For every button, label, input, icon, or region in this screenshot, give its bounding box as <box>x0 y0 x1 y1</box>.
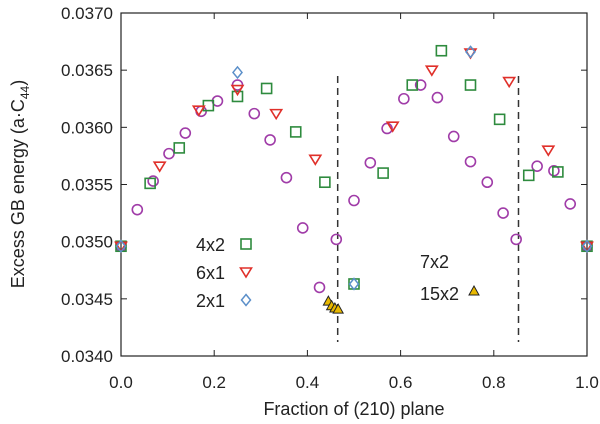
series-15x2 <box>322 295 345 314</box>
y-axis-title: Excess GB energy (a·C44) <box>8 80 32 288</box>
y-tick-label: 0.0350 <box>61 233 113 252</box>
series <box>114 44 594 314</box>
x-tick-label: 0.6 <box>389 373 413 392</box>
data-point-4x2 <box>493 113 506 126</box>
data-point-circles <box>248 107 261 120</box>
y-tick-labels: 0.0340 0.0345 0.0350 0.0355 0.0360 0.0365 0.03… <box>61 4 113 366</box>
x-tick-labels: 0.0 0.2 0.4 0.6 0.8 1.0 <box>109 373 599 392</box>
data-point-circles <box>296 222 309 234</box>
y-tick-label: 0.0345 <box>61 290 113 309</box>
data-point-4x2 <box>319 176 331 189</box>
legend-label: 6x1 <box>196 263 225 283</box>
data-point-2x1 <box>348 277 360 291</box>
y-axis-title-subscript: 44 <box>18 85 32 99</box>
data-point-circles <box>313 281 326 294</box>
axis-ticks <box>120 12 588 357</box>
legend-marker-15x2 <box>468 284 480 296</box>
x-tick-label: 1.0 <box>575 373 599 392</box>
data-point-6x1 <box>385 121 400 133</box>
x-tick-label: 0.2 <box>202 373 226 392</box>
data-point-circles <box>531 160 543 173</box>
legend-left: 4x2 6x1 2x1 <box>196 235 253 311</box>
legend-label: 15x2 <box>420 284 459 304</box>
legend-marker-6x1 <box>239 267 253 279</box>
data-point-6x1 <box>541 145 556 157</box>
data-point-circles <box>464 155 477 168</box>
series-4x2 <box>115 44 593 290</box>
data-point-2x1 <box>115 239 127 253</box>
data-point-6x1 <box>114 241 128 253</box>
data-point-4x2 <box>144 177 156 190</box>
data-point-4x2 <box>552 166 564 178</box>
data-point-4x2 <box>289 126 302 138</box>
data-point-circles <box>564 198 577 210</box>
x-tick-label: 0.0 <box>109 373 133 392</box>
x-tick-label: 0.4 <box>296 373 320 392</box>
data-point-4x2 <box>435 44 448 57</box>
y-tick-label: 0.0370 <box>61 4 113 23</box>
y-tick-label: 0.0355 <box>61 176 113 195</box>
data-point-circles <box>364 156 377 169</box>
y-axis-title-main: Excess GB energy (a·C <box>8 99 28 288</box>
data-point-4x2 <box>406 79 419 91</box>
data-point-circles <box>280 171 293 184</box>
series-circles <box>115 79 593 294</box>
data-point-6x1 <box>424 65 439 77</box>
legend-right: 7x2 15x2 <box>420 252 480 304</box>
data-point-circles <box>548 164 560 177</box>
data-point-6x1 <box>191 105 206 117</box>
data-point-4x2 <box>464 79 477 91</box>
data-point-circles <box>510 233 522 246</box>
data-point-circles <box>264 134 276 146</box>
data-point-4x2 <box>348 278 360 290</box>
data-point-circles <box>497 207 509 219</box>
legend-label: 4x2 <box>196 235 225 255</box>
series-2x1 <box>115 45 593 291</box>
data-point-circles <box>147 175 159 187</box>
series-6x1 <box>114 48 594 253</box>
data-point-2x1 <box>232 65 243 80</box>
data-point-circles <box>414 79 427 91</box>
data-point-circles <box>131 203 144 216</box>
data-point-circles <box>447 130 460 143</box>
y-axis-title-close: ) <box>8 80 28 86</box>
data-point-circles <box>348 194 360 207</box>
data-point-4x2 <box>173 142 186 154</box>
data-point-circles <box>163 147 175 160</box>
x-axis-title: Fraction of (210) plane <box>263 399 444 419</box>
data-point-6x1 <box>152 161 167 173</box>
data-point-circles <box>431 91 444 104</box>
data-point-2x1 <box>465 45 476 59</box>
data-point-circles <box>481 176 494 189</box>
data-point-6x1 <box>580 241 594 253</box>
y-tick-label: 0.0360 <box>61 118 113 137</box>
data-point-2x1 <box>581 239 593 253</box>
vertical-dashed-lines <box>336 76 520 342</box>
data-point-4x2 <box>231 90 244 103</box>
data-point-6x1 <box>502 76 517 89</box>
data-point-6x1 <box>230 84 245 97</box>
data-point-4x2 <box>522 169 535 182</box>
legend-marker-2x1 <box>240 293 252 307</box>
data-point-4x2 <box>377 167 389 179</box>
y-tick-label: 0.0340 <box>61 347 113 366</box>
data-point-circles <box>179 127 192 139</box>
data-point-circles <box>398 92 410 105</box>
data-point-15x2 <box>332 303 345 314</box>
x-tick-label: 0.8 <box>482 373 506 392</box>
data-point-4x2 <box>260 82 273 95</box>
data-point-6x1 <box>269 108 284 121</box>
y-tick-label: 0.0365 <box>61 61 113 80</box>
data-point-6x1 <box>308 154 323 166</box>
legend-marker-4x2 <box>240 238 252 250</box>
legend-label: 2x1 <box>196 291 225 311</box>
legend-label: 7x2 <box>420 252 449 272</box>
plot-area <box>120 12 588 357</box>
data-point-circles <box>330 233 343 246</box>
